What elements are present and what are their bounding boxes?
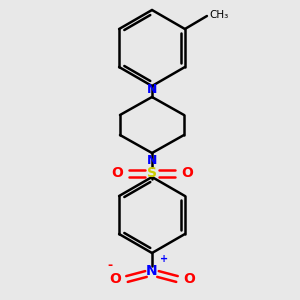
Text: -: - (107, 259, 112, 272)
Text: N: N (147, 154, 157, 167)
Text: O: O (181, 166, 193, 180)
Text: O: O (111, 166, 123, 180)
Text: S: S (147, 166, 157, 180)
Text: N: N (147, 83, 157, 96)
Text: +: + (160, 254, 168, 264)
Text: CH₃: CH₃ (209, 10, 228, 20)
Text: N: N (146, 264, 158, 278)
Text: O: O (183, 272, 195, 286)
Text: O: O (109, 272, 121, 286)
